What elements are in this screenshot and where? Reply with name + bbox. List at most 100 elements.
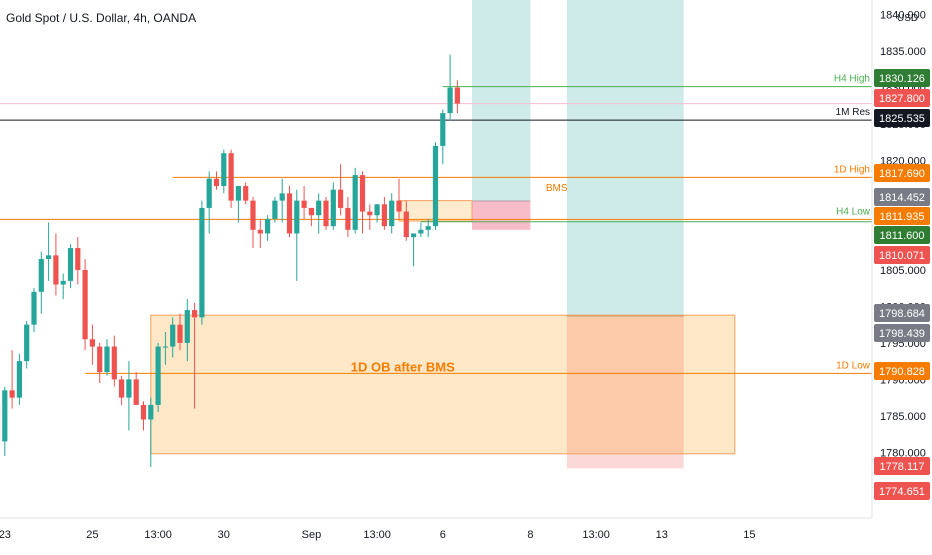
candle-body[interactable]	[309, 208, 314, 215]
candle-body[interactable]	[90, 339, 95, 346]
candle-body[interactable]	[221, 153, 226, 186]
candle-body[interactable]	[119, 379, 124, 397]
candle-body[interactable]	[134, 379, 139, 405]
time-tick-label: 8	[527, 529, 533, 541]
candle-body[interactable]	[418, 230, 423, 234]
candle-body[interactable]	[243, 186, 248, 201]
candle-body[interactable]	[389, 201, 394, 227]
candle-body[interactable]	[265, 219, 270, 234]
price-tick-label: 1805.000	[880, 265, 926, 277]
candle-body[interactable]	[294, 201, 299, 234]
price-tag-label: 1827.800	[879, 93, 925, 105]
price-tag-label: 1811.600	[879, 230, 924, 242]
candle-body[interactable]	[455, 88, 460, 104]
candle-body[interactable]	[75, 248, 80, 270]
candle-body[interactable]	[360, 175, 365, 211]
position-target-zone[interactable]	[567, 0, 684, 316]
candle-body[interactable]	[440, 113, 445, 146]
candle-body[interactable]	[17, 361, 22, 397]
candle-body[interactable]	[345, 208, 350, 230]
candle-body[interactable]	[323, 201, 328, 227]
candle-body[interactable]	[177, 325, 182, 343]
zone-box[interactable]	[472, 201, 530, 230]
candle-body[interactable]	[163, 347, 168, 348]
level-name-label: 1D High	[834, 164, 870, 175]
time-tick-label: 25	[86, 529, 98, 541]
candle-body[interactable]	[192, 310, 197, 317]
candle-body[interactable]	[382, 204, 387, 226]
candle-body[interactable]	[104, 347, 109, 373]
level-name-label: 1M Res	[836, 107, 870, 118]
candle-body[interactable]	[280, 193, 285, 200]
price-tag-label: 1830.126	[879, 73, 925, 85]
candle-body[interactable]	[250, 201, 255, 230]
position-target-zone[interactable]	[472, 0, 530, 201]
time-tick-label: 6	[440, 529, 446, 541]
candle-body[interactable]	[53, 255, 58, 284]
inner-annotation: BMS	[546, 183, 568, 194]
time-tick-label: 13:00	[144, 529, 172, 541]
time-tick-label: 13:00	[363, 529, 391, 541]
candle-body[interactable]	[258, 230, 263, 234]
level-name-label: 1D Low	[836, 360, 871, 371]
candle-body[interactable]	[61, 281, 66, 285]
candle-body[interactable]	[24, 325, 29, 361]
candle-body[interactable]	[199, 208, 204, 317]
candle-body[interactable]	[141, 405, 146, 420]
price-tick-label: 1835.000	[880, 46, 926, 58]
level-name-label: H4 High	[834, 74, 870, 85]
price-tag-label: 1798.439	[879, 328, 925, 340]
candle-body[interactable]	[353, 175, 358, 230]
price-tag-label: 1798.684	[879, 308, 925, 320]
candle-body[interactable]	[46, 255, 51, 259]
candle-body[interactable]	[433, 146, 438, 226]
candle-body[interactable]	[112, 347, 117, 380]
candle-body[interactable]	[236, 186, 241, 201]
candle-body[interactable]	[272, 201, 277, 219]
candle-body[interactable]	[396, 201, 401, 212]
candle-body[interactable]	[207, 179, 212, 208]
candle-body[interactable]	[426, 226, 431, 230]
price-tag-label: 1778.117	[879, 461, 924, 473]
candle-body[interactable]	[83, 270, 88, 339]
candle-body[interactable]	[156, 347, 161, 405]
time-tick-label: Sep	[302, 529, 322, 541]
candle-body[interactable]	[31, 292, 36, 325]
candle-body[interactable]	[39, 259, 44, 292]
candle-body[interactable]	[287, 193, 292, 233]
zone-box[interactable]	[151, 315, 735, 454]
currency-label: USD	[897, 13, 918, 24]
time-tick-label: 13:00	[582, 529, 610, 541]
candle-body[interactable]	[302, 201, 307, 208]
candle-body[interactable]	[316, 201, 321, 216]
candle-body[interactable]	[448, 88, 453, 114]
price-tag-label: 1774.651	[879, 486, 925, 498]
candle-body[interactable]	[214, 179, 219, 186]
candle-body[interactable]	[148, 405, 153, 420]
time-tick-label: 13	[656, 529, 668, 541]
candle-body[interactable]	[126, 379, 131, 397]
candle-body[interactable]	[411, 233, 416, 237]
price-tag-label: 1814.452	[879, 192, 925, 204]
time-tick-label: 30	[218, 529, 230, 541]
candle-body[interactable]	[170, 325, 175, 347]
candle-body[interactable]	[367, 212, 372, 216]
candle-body[interactable]	[331, 190, 336, 226]
candle-body[interactable]	[2, 390, 7, 441]
candle-body[interactable]	[229, 153, 234, 200]
candle-body[interactable]	[375, 204, 380, 215]
time-tick-label: 23	[0, 529, 11, 541]
time-tick-label: 15	[743, 529, 755, 541]
candle-body[interactable]	[338, 190, 343, 208]
candle-body[interactable]	[68, 248, 73, 281]
candle-body[interactable]	[185, 310, 190, 343]
candle-body[interactable]	[97, 347, 102, 373]
candle-body[interactable]	[10, 390, 15, 397]
chart-title: Gold Spot / U.S. Dollar, 4h, OANDA	[6, 11, 196, 25]
candle-body[interactable]	[404, 212, 409, 238]
price-tick-label: 1785.000	[880, 411, 926, 423]
